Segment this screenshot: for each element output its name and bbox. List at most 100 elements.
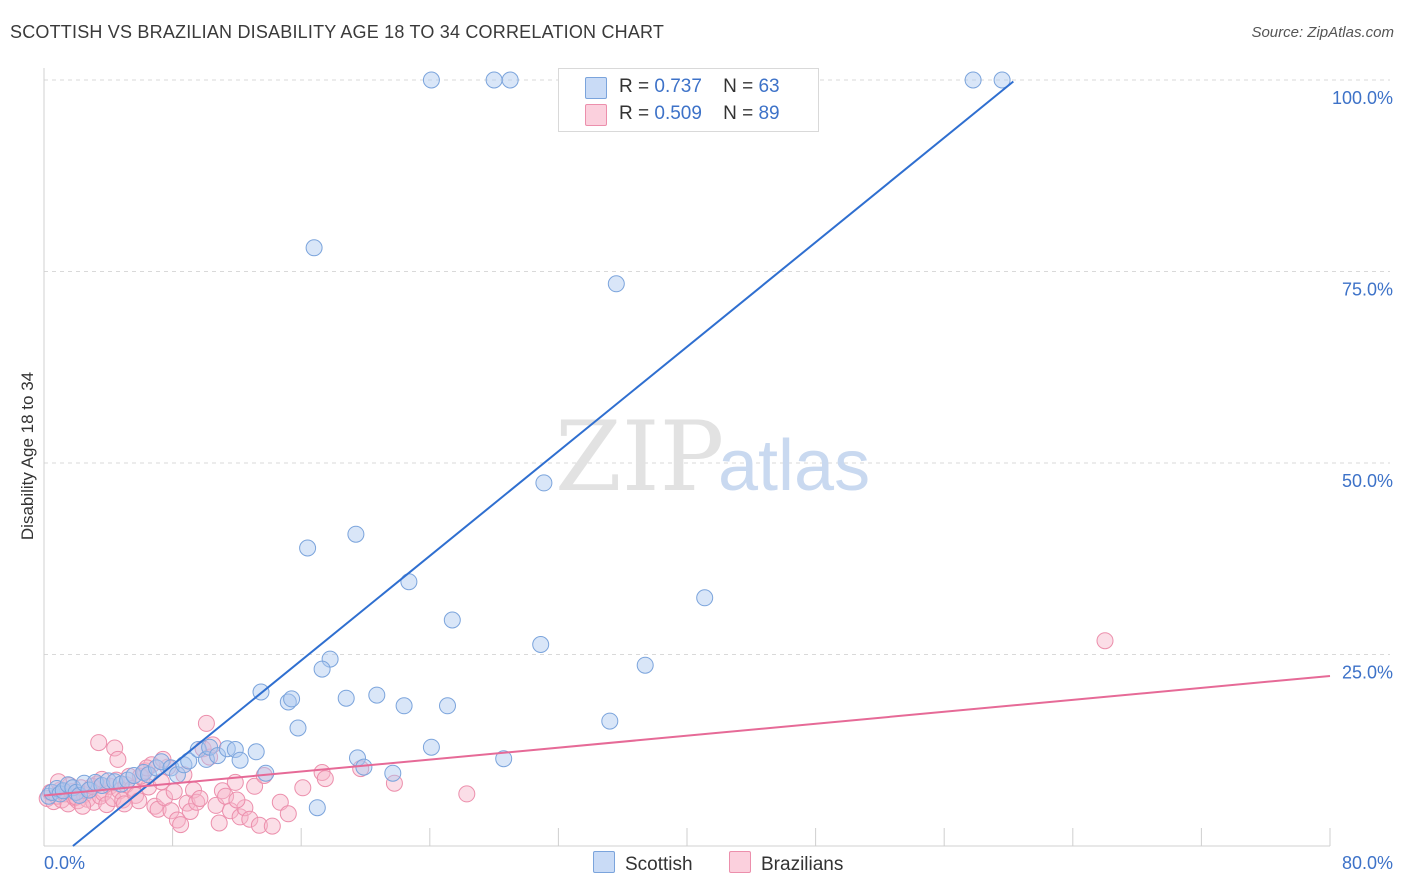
scottish-point	[313, 660, 331, 678]
trend-lines	[43, 80, 1331, 847]
x-tick-label: 80.0%	[1342, 853, 1393, 873]
brazilian-point	[109, 750, 127, 768]
brazilian-point	[172, 816, 190, 834]
scottish-swatch	[585, 77, 607, 99]
scottish-point	[636, 656, 654, 674]
scottish-trend-line	[72, 80, 1014, 847]
legend-item-scottish[interactable]: Scottish	[593, 851, 693, 876]
y-axis-label: Disability Age 18 to 34	[18, 371, 37, 541]
scottish-point	[501, 71, 519, 89]
brazilian-point	[138, 759, 156, 777]
brazilian-point	[165, 783, 183, 801]
scottish-n-label: N =	[723, 76, 754, 97]
scottish-point	[395, 697, 413, 715]
scottish-point	[299, 539, 317, 557]
brazilians-points	[38, 632, 1114, 835]
watermark-atlas: atlas	[718, 426, 870, 506]
brazilian-point	[168, 811, 186, 829]
scottish-point	[535, 474, 553, 492]
brazilian-point	[106, 739, 124, 757]
brazilian-point	[228, 791, 246, 809]
brazilians-legend-swatch	[729, 851, 751, 873]
chart-title: SCOTTISH VS BRAZILIAN DISABILITY AGE 18 …	[10, 22, 665, 42]
brazilian-point	[316, 770, 334, 788]
scottish-point	[607, 275, 625, 293]
brazilian-point	[241, 810, 259, 828]
scottish-point	[400, 573, 418, 591]
brazilian-point	[146, 797, 164, 815]
scottish-point	[305, 239, 323, 257]
brazilian-point	[90, 734, 108, 752]
brazilian-point	[294, 779, 312, 797]
gridlines	[44, 79, 1390, 655]
scottish-point	[308, 799, 326, 817]
axes	[43, 68, 1331, 847]
brazilian-point	[279, 805, 297, 823]
source-label: Source: ZipAtlas.com	[1251, 24, 1394, 41]
scottish-point	[485, 71, 503, 89]
scottish-point	[532, 636, 550, 653]
scottish-point	[226, 741, 244, 758]
brazilians-r-value: 0.509	[654, 103, 702, 124]
scottish-point	[495, 750, 513, 768]
brazilian-point	[250, 816, 268, 834]
brazilians-n-value: 89	[758, 103, 780, 124]
brazilians-legend-label: Brazilians	[761, 854, 844, 875]
scottish-r-label: R =	[619, 76, 650, 97]
brazilian-point	[213, 782, 231, 800]
watermark-zip: ZIP	[555, 401, 724, 513]
brazilians-r-label: R =	[619, 103, 650, 124]
scottish-r-value: 0.737	[654, 76, 702, 97]
scottish-point	[368, 686, 386, 704]
brazilian-point	[210, 814, 228, 832]
scottish-point	[384, 764, 402, 782]
scottish-point	[209, 747, 227, 765]
scottish-point	[993, 71, 1011, 89]
brazilian-point	[181, 803, 199, 820]
scottish-point	[422, 738, 440, 756]
scottish-point	[247, 743, 265, 761]
brazilian-point	[191, 790, 209, 807]
scottish-legend-swatch	[593, 851, 615, 873]
watermark: ZIP atlas	[555, 401, 870, 513]
scottish-point	[964, 71, 982, 89]
scottish-point	[257, 764, 275, 782]
scottish-point	[231, 751, 249, 769]
correlation-legend: R = 0.737 N = 63 R = 0.509 N = 89	[558, 68, 819, 132]
scottish-point	[443, 611, 461, 629]
legend-item-brazilians[interactable]: Brazilians	[729, 851, 843, 876]
scottish-point	[696, 589, 714, 607]
scottish-point	[279, 693, 297, 711]
scottish-point	[135, 764, 153, 781]
brazilian-point	[222, 802, 239, 820]
brazilian-point	[50, 773, 67, 791]
y-tick-label: 50.0%	[1342, 471, 1393, 491]
scottish-legend-label: Scottish	[625, 854, 693, 875]
brazilian-trend-line	[43, 674, 1331, 797]
x-tick-label: 0.0%	[44, 853, 85, 873]
scottish-point	[125, 767, 143, 784]
brazilian-point	[162, 802, 180, 820]
scottish-point	[152, 753, 170, 771]
scottish-point	[337, 689, 355, 707]
brazilian-point	[197, 714, 215, 732]
brazilian-point	[458, 785, 476, 803]
brazilian-point	[246, 777, 264, 795]
brazilian-point	[98, 796, 116, 814]
brazilians-swatch	[585, 104, 607, 126]
tick-labels: 25.0% 50.0% 75.0% 100.0% 0.0% 80.0%	[44, 88, 1393, 873]
y-tick-label: 100.0%	[1332, 88, 1393, 108]
scottish-n-value: 63	[758, 76, 780, 97]
brazilian-point	[1096, 632, 1114, 650]
scottish-point	[289, 719, 307, 737]
y-tick-label: 75.0%	[1342, 280, 1393, 300]
scottish-point	[601, 712, 619, 730]
y-tick-label: 25.0%	[1342, 663, 1393, 683]
brazilian-point	[74, 797, 92, 815]
scottish-point	[347, 525, 365, 543]
scottish-point	[422, 71, 440, 89]
brazilian-point	[263, 817, 281, 835]
brazilians-n-label: N =	[723, 103, 754, 124]
scottish-point	[283, 690, 301, 708]
